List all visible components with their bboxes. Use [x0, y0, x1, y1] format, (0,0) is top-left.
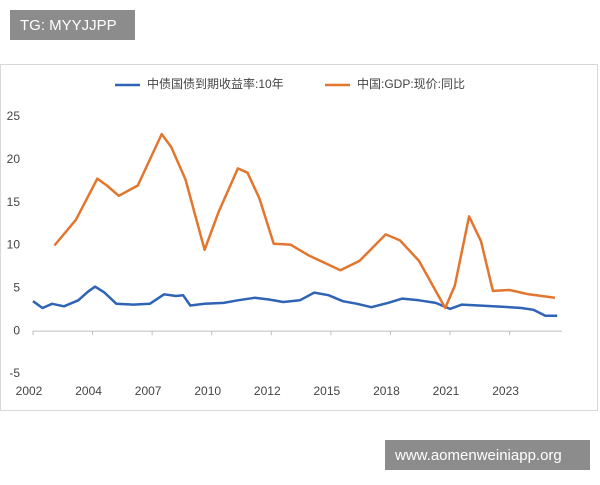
x-tick-label: 2007: [135, 384, 162, 398]
x-tick-label: 2012: [254, 384, 281, 398]
legend-label: 中国:GDP:现价:同比: [357, 76, 465, 91]
watermark-box: [385, 440, 590, 470]
y-tick-label: 5: [13, 281, 20, 295]
x-tick-label: 2004: [75, 384, 102, 398]
x-tick-label: 2018: [373, 384, 400, 398]
watermark-box: [10, 10, 135, 40]
y-tick-label: 20: [7, 152, 21, 166]
x-tick-label: 2023: [492, 384, 519, 398]
y-tick-label: 15: [7, 195, 21, 209]
series-line: [53, 132, 556, 310]
y-tick-label: 10: [7, 238, 21, 252]
x-tick-label: 2010: [194, 384, 221, 398]
watermark: www.aomenweiniapp.org: [394, 447, 562, 464]
x-tick-label: 2015: [314, 384, 341, 398]
y-tick-label: 25: [7, 109, 21, 123]
series-line: [32, 285, 558, 317]
x-tick-label: 2021: [433, 384, 460, 398]
y-tick-label: -5: [9, 366, 20, 380]
watermark: TG: MYYJJPP: [20, 17, 117, 34]
x-tick-label: 2002: [16, 384, 43, 398]
chart-frame: [0, 64, 598, 411]
legend-label: 中债国债到期收益率:10年: [147, 76, 284, 91]
y-tick-label: 0: [13, 323, 20, 337]
